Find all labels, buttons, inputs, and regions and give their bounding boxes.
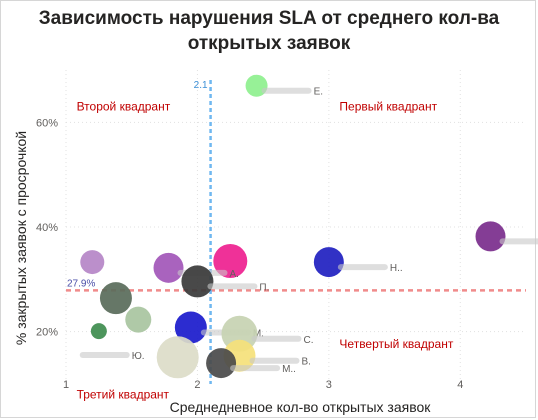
data-point-bubble[interactable] [156, 336, 199, 379]
quadrant-label: Третий квадрант [77, 387, 170, 401]
data-point-bubble[interactable] [125, 306, 152, 333]
data-point-bubble[interactable] [213, 244, 248, 279]
redacted-name-bar [207, 283, 258, 290]
data-point-label: Е. [314, 87, 323, 98]
x-axis-title: Среднедневное кол-во открытых заявок [170, 399, 432, 415]
data-point-label: М.. [282, 364, 296, 375]
redacted-name-bar [79, 351, 130, 358]
redacted-name-bar [337, 264, 388, 271]
y-tick-label: 60% [36, 117, 58, 129]
data-point-bubble[interactable] [475, 221, 506, 252]
data-points[interactable]: Е.А.П.Н..Д..М.С.В.М..Ю. [79, 74, 538, 379]
redacted-name-bar [261, 87, 312, 94]
x-tick-label: 3 [326, 379, 332, 391]
avg-count-reference-label: 2.1 [194, 80, 208, 91]
redacted-name-bar [230, 365, 281, 372]
quadrant-label: Четвертый квадрант [339, 337, 453, 351]
y-tick-label: 20% [36, 327, 58, 339]
data-point-label: Ю. [132, 351, 145, 362]
tick-labels: 20% 40% 60% 1 2 3 4 [36, 117, 463, 391]
data-point-bubble[interactable] [174, 311, 207, 344]
redacted-name-bar [249, 357, 300, 364]
data-point-bubble[interactable] [313, 247, 344, 278]
x-tick-label: 2 [194, 379, 200, 391]
y-tick-label: 40% [36, 222, 58, 234]
data-point-label: С. [303, 335, 313, 346]
data-point-label: А. [230, 269, 239, 280]
data-point-bubble[interactable] [181, 265, 214, 298]
quadrant-labels: Второй квадрант Первый квадрант Третий ква… [77, 100, 454, 402]
data-point-label: Н.. [390, 263, 403, 274]
x-tick-label: 4 [457, 379, 463, 391]
x-tick-label: 1 [63, 379, 69, 391]
data-point-bubble[interactable] [90, 323, 107, 340]
data-point-label: П. [259, 282, 269, 293]
redacted-name-bar [499, 238, 538, 245]
quadrant-label: Первый квадрант [339, 100, 437, 114]
data-point-bubble[interactable] [153, 252, 184, 283]
data-point-label: М. [253, 328, 264, 339]
quadrant-label: Второй квадрант [77, 100, 171, 114]
data-point-bubble[interactable] [99, 282, 132, 315]
redacted-name-bar [251, 335, 302, 342]
avg-percent-reference-label: 27.9% [67, 278, 95, 289]
data-point-bubble[interactable] [80, 250, 105, 275]
data-point-label: В. [301, 357, 310, 368]
data-point-bubble[interactable] [206, 348, 237, 379]
y-axis-title: % закрытых заявок с просрочкой [13, 131, 29, 345]
chart-title: Зависимость нарушения SLA от среднего ко… [38, 8, 500, 54]
